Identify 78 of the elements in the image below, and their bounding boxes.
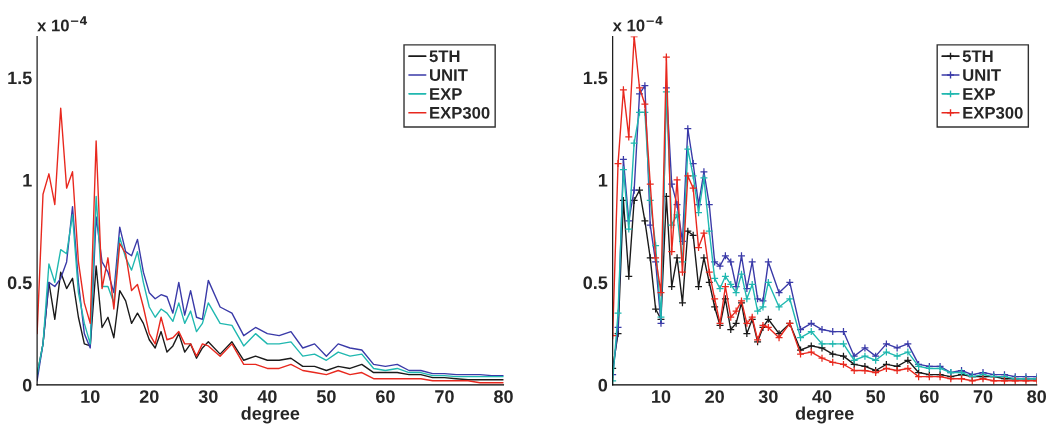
point — [774, 288, 784, 297]
y-tick-label: 1.5 — [8, 71, 32, 85]
point — [651, 304, 660, 314]
legend-label: EXP300 — [963, 106, 1023, 119]
point — [903, 347, 912, 357]
point — [774, 302, 784, 312]
x-tick-label: 80 — [494, 390, 513, 403]
point — [613, 159, 623, 168]
point — [710, 257, 719, 267]
y-tick-label: 1 — [598, 174, 608, 187]
y-tick-label: 1 — [23, 174, 32, 187]
point — [624, 132, 633, 142]
point — [828, 350, 837, 359]
point — [726, 257, 735, 267]
point — [613, 309, 623, 318]
point — [678, 298, 687, 307]
point — [672, 200, 682, 209]
x-tick-label: 70 — [435, 390, 454, 403]
x-tick-label: 70 — [973, 390, 993, 403]
x-tick-label: 80 — [1027, 390, 1046, 403]
x-tick-label: 30 — [198, 390, 218, 403]
point — [710, 302, 719, 312]
x-tick-label: 10 — [81, 390, 100, 403]
point — [807, 347, 816, 357]
y-tick-label: 0 — [22, 378, 32, 392]
point — [860, 352, 870, 361]
point — [640, 81, 649, 90]
point — [817, 325, 827, 334]
text: x 10$^{−4}$ — [37, 16, 88, 32]
point — [715, 261, 725, 271]
y-tick-label: 0.5 — [7, 276, 32, 290]
point — [640, 216, 649, 226]
y-tick-label: 0.5 — [583, 276, 608, 290]
x-tick-label: 30 — [758, 390, 778, 403]
point — [732, 306, 741, 316]
point — [817, 339, 827, 348]
x-axis-title: degree — [795, 406, 854, 424]
point — [672, 175, 682, 185]
point — [630, 138, 639, 148]
x-tick-label: 40 — [812, 390, 832, 403]
legend-label: EXP — [430, 88, 462, 100]
point — [882, 347, 891, 357]
point — [893, 343, 902, 353]
point — [796, 350, 805, 359]
point — [656, 288, 666, 297]
x-tick-label: 20 — [139, 390, 159, 403]
point — [715, 284, 725, 293]
legend-label: UNIT — [963, 69, 1001, 81]
point — [672, 210, 682, 219]
point — [646, 179, 655, 189]
text: x 10$^{−4}$ — [612, 16, 663, 32]
point — [807, 341, 816, 351]
point — [732, 288, 741, 297]
point — [764, 257, 773, 267]
legend-label: 5TH — [962, 50, 993, 63]
point — [662, 52, 671, 62]
y-tick-label: 0 — [598, 378, 608, 392]
point — [774, 333, 784, 342]
x-tick-label: 20 — [705, 390, 724, 403]
x-tick-label: 60 — [919, 390, 939, 403]
point — [732, 319, 741, 328]
point — [860, 343, 870, 353]
x-tick-label: 60 — [376, 390, 395, 403]
legend-label: UNIT — [430, 69, 468, 81]
legend-label: EXP300 — [430, 106, 490, 119]
point — [640, 100, 649, 109]
x-axis-title: degree — [241, 406, 300, 424]
point — [699, 229, 709, 238]
point — [817, 354, 827, 363]
point — [635, 89, 644, 99]
legend-label: 5TH — [429, 50, 460, 63]
point — [860, 366, 870, 375]
y-tick-label: 1.5 — [583, 71, 608, 85]
legend-label: EXP — [963, 88, 995, 100]
x-tick-label: 50 — [866, 390, 885, 403]
x-tick-label: 50 — [316, 390, 336, 403]
x-tick-label: 10 — [652, 390, 671, 403]
x-tick-label: 40 — [257, 390, 277, 403]
